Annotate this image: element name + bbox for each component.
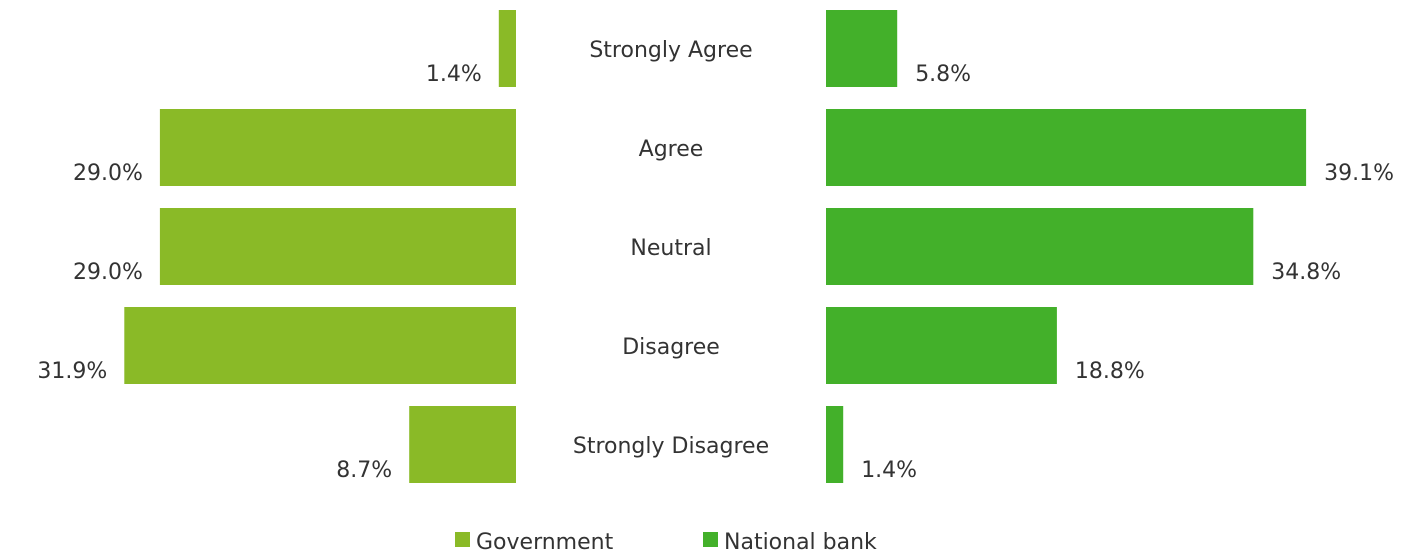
- value-label-national-bank-disagree: 18.8%: [1075, 359, 1145, 384]
- value-label-government-strongly-disagree: 8.7%: [336, 458, 392, 483]
- value-label-national-bank-neutral: 34.8%: [1271, 260, 1341, 285]
- bar-national-bank-strongly-agree: [826, 10, 898, 87]
- value-label-national-bank-strongly-agree: 5.8%: [915, 62, 971, 87]
- value-label-government-disagree: 31.9%: [37, 359, 107, 384]
- legend-item-national-bank: National bank: [703, 530, 877, 555]
- legend-item-national-bank-label: National bank: [724, 530, 877, 553]
- legend-item-government: Government: [455, 530, 614, 555]
- bar-national-bank-disagree: [826, 307, 1057, 384]
- bar-government-agree: [159, 109, 516, 186]
- bar-government-strongly-disagree: [409, 406, 516, 483]
- value-label-national-bank-agree: 39.1%: [1324, 161, 1394, 186]
- bar-national-bank-strongly-disagree: [826, 406, 844, 483]
- category-label-strongly-agree: Strongly Agree: [589, 38, 752, 63]
- bar-government-disagree: [124, 307, 517, 384]
- bar-national-bank-neutral: [826, 208, 1254, 285]
- legend-item-government-label: Government: [476, 530, 614, 553]
- legend-item-national-bank-swatch: [703, 532, 718, 547]
- category-label-agree: Agree: [639, 137, 704, 162]
- value-label-government-strongly-agree: 1.4%: [426, 62, 482, 87]
- bar-government-neutral: [159, 208, 516, 285]
- category-label-strongly-disagree: Strongly Disagree: [573, 434, 769, 459]
- value-label-national-bank-strongly-disagree: 1.4%: [861, 458, 917, 483]
- value-label-government-neutral: 29.0%: [73, 260, 143, 285]
- category-labels: Strongly Agree Agree Neutral Disagree Strong…: [573, 38, 769, 459]
- legend: Government National bank: [455, 530, 877, 555]
- category-label-neutral: Neutral: [630, 236, 711, 261]
- value-labels: 1.4% 5.8% 29.0% 39.1% 29.0% 34.8% 31.9% 18.8% 8.…: [37, 62, 1394, 483]
- value-label-government-agree: 29.0%: [73, 161, 143, 186]
- national-bank-bars: [826, 10, 1307, 483]
- government-bars: [124, 10, 517, 483]
- category-label-disagree: Disagree: [622, 335, 720, 360]
- bar-government-strongly-agree: [498, 10, 516, 87]
- bar-national-bank-agree: [826, 109, 1307, 186]
- legend-item-government-swatch: [455, 532, 470, 547]
